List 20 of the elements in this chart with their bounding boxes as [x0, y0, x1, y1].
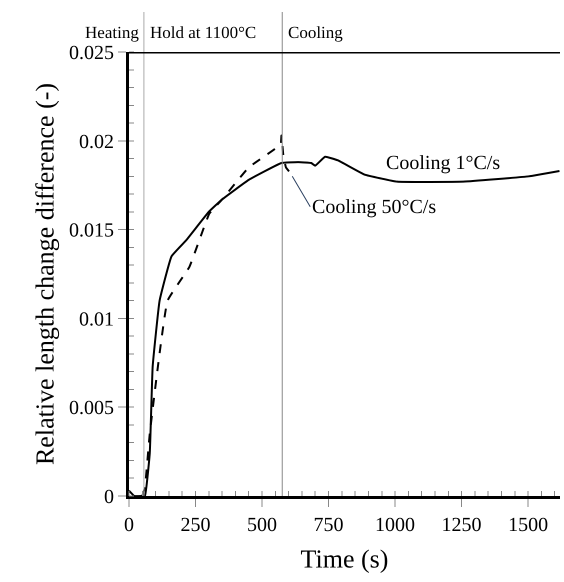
y-tick-label: 0.025	[69, 42, 114, 64]
x-tick-label: 500	[247, 514, 278, 536]
y-tick-label: 0	[104, 486, 114, 508]
x-tick-label: 1000	[375, 514, 416, 536]
x-tick-label: 750	[314, 514, 344, 536]
text: Hold at 1100°C	[150, 23, 256, 42]
y-axis-title: Relative length change difference (-)	[30, 82, 60, 466]
y-tick-label: 0.02	[79, 130, 114, 153]
x-tick-label: 250	[180, 514, 211, 536]
y-tick-label: 0.015	[69, 220, 114, 242]
x-tick-label: 1500	[508, 514, 548, 536]
x-axis-title: Time (s)	[300, 544, 388, 574]
y-tick-label: 0.01	[79, 308, 114, 330]
y-tick-label: 0.005	[69, 397, 114, 420]
x-tick-label: 0	[124, 514, 134, 536]
series-label: Cooling 50°C/s	[312, 196, 436, 218]
x-tick-label: 1250	[442, 514, 482, 536]
text: Cooling	[288, 23, 344, 42]
text: Heating	[85, 23, 140, 42]
series-label: Cooling 1°C/s	[386, 152, 500, 174]
